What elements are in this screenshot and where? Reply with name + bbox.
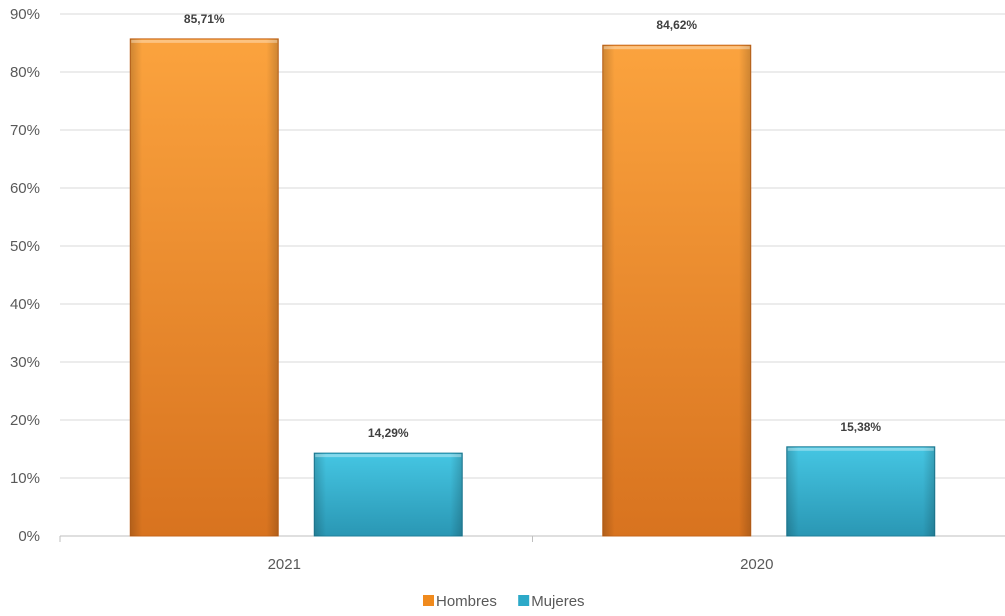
bar-shading — [130, 38, 279, 537]
bar-highlight — [603, 46, 750, 50]
y-tick-label: 50% — [10, 238, 40, 255]
y-tick-label: 60% — [10, 180, 40, 197]
bar-shading — [786, 446, 935, 536]
data-label: 85,71% — [184, 12, 225, 26]
x-category-label: 2020 — [740, 556, 773, 573]
bar-highlight — [787, 447, 934, 451]
bar-shading — [602, 45, 751, 536]
y-tick-label: 90% — [10, 6, 40, 23]
y-tick-label: 0% — [18, 528, 40, 545]
y-tick-label: 10% — [10, 470, 40, 487]
legend-swatch-mujeres — [518, 595, 530, 606]
x-axis: 2021 2020 — [59, 536, 773, 573]
data-label: 15,38% — [840, 420, 881, 434]
legend-swatch-hombres — [423, 595, 434, 606]
data-label: 14,29% — [368, 426, 409, 440]
x-category-label: 2021 — [268, 556, 301, 573]
y-axis: 0% 10% 20% 30% 40% 50% 60% 70% 80% 90% — [10, 6, 40, 545]
y-tick-label: 40% — [10, 296, 40, 313]
bar-shading — [314, 453, 463, 536]
bar-highlight — [315, 454, 462, 458]
y-tick-label: 20% — [10, 412, 40, 429]
legend-label-hombres: Hombres — [436, 593, 497, 610]
y-tick-label: 80% — [10, 64, 40, 81]
y-tick-label: 30% — [10, 354, 40, 371]
legend-label-mujeres: Mujeres — [531, 593, 584, 610]
bars: 85,71% 14,29% 84,62% 15,38% — [129, 12, 936, 537]
data-label: 84,62% — [656, 18, 697, 32]
legend: Hombres Mujeres — [423, 593, 585, 610]
bar-highlight — [131, 39, 278, 43]
y-tick-label: 70% — [10, 122, 40, 139]
